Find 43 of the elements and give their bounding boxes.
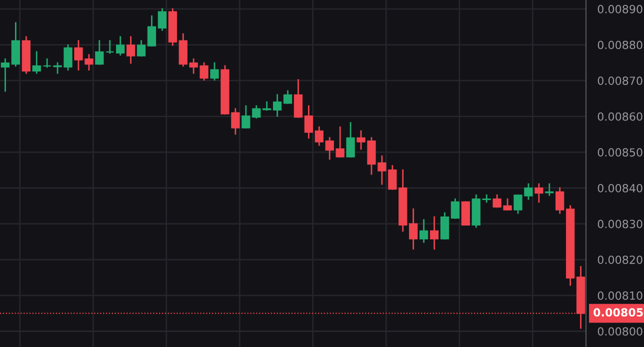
candlestick xyxy=(534,183,544,203)
candlestick xyxy=(11,22,20,67)
candlestick xyxy=(336,126,344,158)
y-tick-label: 0.00890 xyxy=(598,4,642,14)
candlestick xyxy=(158,8,167,31)
candlestick xyxy=(106,40,114,54)
candlestick xyxy=(272,94,282,117)
candlestick xyxy=(314,126,324,146)
candlestick xyxy=(283,90,292,104)
candlestick xyxy=(325,137,334,160)
candlestick xyxy=(242,105,250,129)
candlestick xyxy=(304,105,314,139)
y-tick-label: 0.00850 xyxy=(598,148,642,157)
candlestick xyxy=(440,212,450,240)
y-tick-label: 0.00860 xyxy=(598,112,642,121)
candlestick xyxy=(136,40,146,57)
candlestick xyxy=(0,58,10,92)
candlestick xyxy=(252,105,261,119)
candlestick xyxy=(556,187,564,214)
y-tick-label: 0.00800 xyxy=(598,327,642,336)
candlestick xyxy=(450,198,460,219)
candlestick xyxy=(95,40,104,65)
candlestick xyxy=(178,33,188,67)
y-tick-label: 0.00870 xyxy=(598,76,642,85)
candlestick xyxy=(430,216,439,250)
candlestick xyxy=(147,15,156,47)
y-tick-label: 0.00820 xyxy=(598,256,642,264)
candlestick xyxy=(116,36,125,56)
candlestick xyxy=(294,79,303,118)
ref-line-label: 0.00805 xyxy=(594,308,643,317)
candlestick xyxy=(409,208,418,250)
y-tick-label: 0.00810 xyxy=(598,291,642,300)
candlestick xyxy=(461,201,470,226)
y-tick-label: 0.00880 xyxy=(598,40,642,50)
candlestick xyxy=(126,36,136,64)
candlestick xyxy=(346,122,355,158)
candlestick xyxy=(419,219,428,243)
candlestick xyxy=(32,51,41,74)
candlestick xyxy=(210,62,219,81)
y-tick-label: 0.00830 xyxy=(598,220,642,228)
y-tick-label: 0.00840 xyxy=(598,184,642,192)
candlestick xyxy=(42,58,52,68)
candlestick xyxy=(482,194,491,203)
